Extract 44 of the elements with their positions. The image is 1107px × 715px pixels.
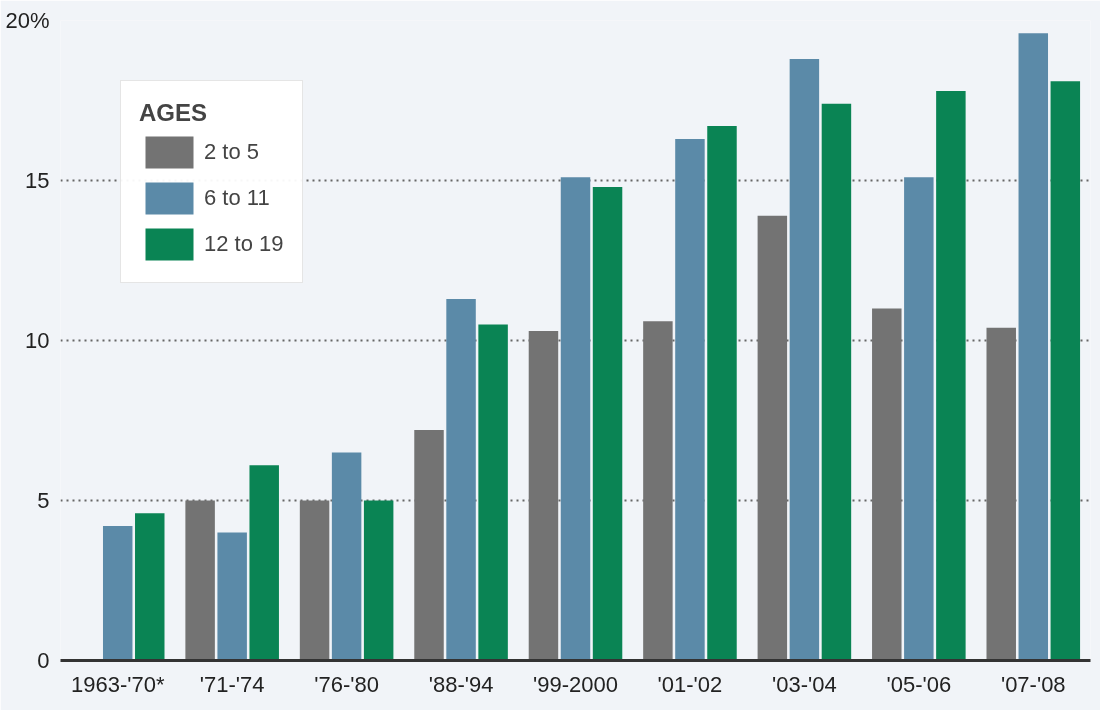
bar xyxy=(446,298,476,661)
x-tick-label: 1963-'70* xyxy=(70,671,165,697)
legend-label: 2 to 5 xyxy=(204,139,260,165)
bar xyxy=(560,177,591,661)
bar xyxy=(707,126,737,661)
y-tick-label: 15 xyxy=(25,168,50,193)
x-tick-label: '05-'06 xyxy=(886,671,952,697)
x-tick-label: '99-2000 xyxy=(533,671,618,697)
bar xyxy=(331,452,362,661)
legend-title: AGES xyxy=(139,99,208,127)
y-tick-label: 10 xyxy=(25,328,50,353)
bar xyxy=(904,177,934,661)
bar xyxy=(249,465,279,661)
y-tick-label: 20% xyxy=(5,8,50,33)
x-tick-label: '03-'04 xyxy=(772,671,837,697)
bar xyxy=(528,330,559,661)
bar xyxy=(821,103,852,661)
bar xyxy=(872,308,902,661)
bar xyxy=(135,513,165,661)
bar xyxy=(1018,33,1049,661)
bar xyxy=(185,500,215,661)
bar xyxy=(592,186,623,661)
x-tick-label: '71-'74 xyxy=(199,671,265,697)
bar xyxy=(675,138,705,661)
bar xyxy=(986,327,1016,661)
y-tick-label: 0 xyxy=(37,648,50,673)
x-tick-label: '88-'94 xyxy=(428,671,494,697)
bar xyxy=(1050,81,1081,661)
legend-label: 6 to 11 xyxy=(204,185,270,211)
bar xyxy=(414,430,444,661)
bar xyxy=(757,215,788,661)
bar xyxy=(936,90,966,661)
x-tick-label: '76-'80 xyxy=(314,671,379,697)
bar xyxy=(789,58,820,661)
bar xyxy=(478,324,508,661)
bar xyxy=(299,500,330,661)
bar xyxy=(363,500,394,661)
bar xyxy=(643,321,673,661)
x-tick-label: '01-'02 xyxy=(657,671,723,697)
x-tick-label: '07-'08 xyxy=(1000,671,1066,697)
y-tick-label: 5 xyxy=(37,488,50,513)
legend-label: 12 to 19 xyxy=(204,231,284,257)
bar xyxy=(102,526,133,661)
bar xyxy=(217,532,247,661)
